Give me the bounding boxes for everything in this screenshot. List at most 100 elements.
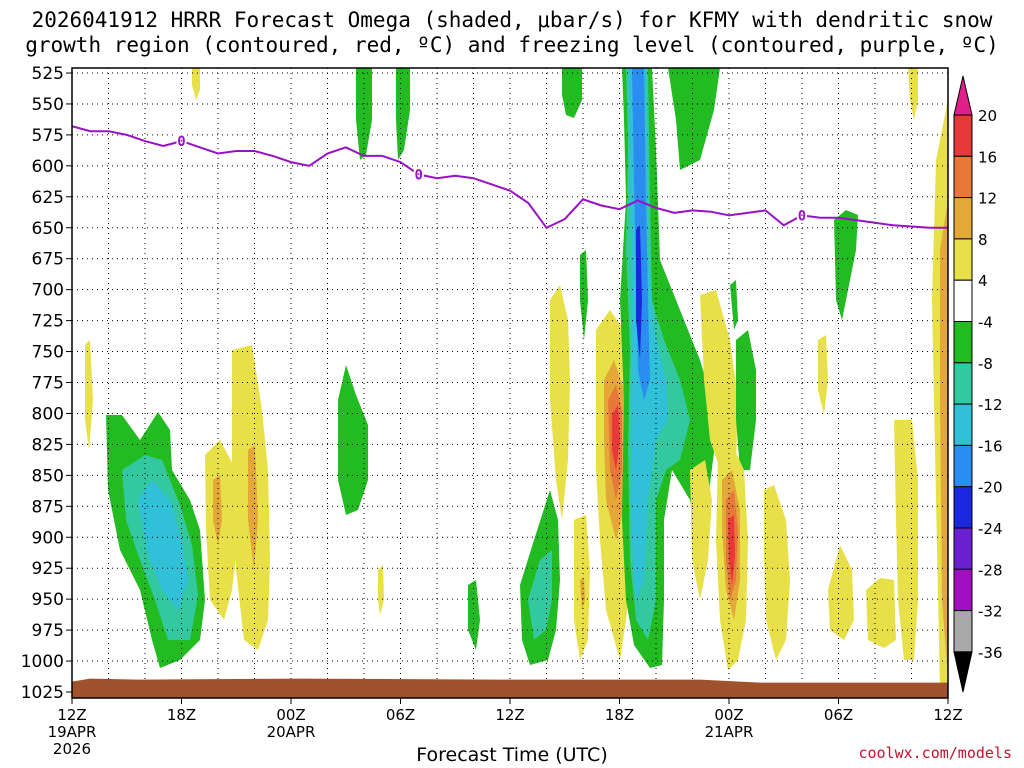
x-tick-label-6: 18Z [167,706,196,724]
colorbar-bottom-arrow [953,651,973,693]
y-tick-label-975: 975 [32,621,64,641]
omega-region-28 [632,68,650,400]
gridlines [71,68,949,698]
colorbar-band-10 [953,527,973,570]
omega-region-24 [612,405,620,470]
site-credit: coolwx.com/models [858,744,1012,762]
omega-region-39 [764,485,790,660]
colorbar-label-8: -16 [978,437,1003,455]
y-tick-label-675: 675 [32,250,64,270]
colorbar-label-6: -8 [978,355,993,373]
omega-region-31 [700,290,738,480]
x-tick-label-0: 12Z [57,706,86,724]
chart-title-line-2: growth region (contoured, red, ºC) and f… [25,33,999,57]
omega-region-3 [85,340,93,450]
colorbar-label-10: -24 [978,520,1003,538]
x-tick-label-24: 12Z [495,706,524,724]
omega-region-14 [528,550,552,640]
omega-region-41 [834,210,858,320]
colorbar-band-4 [953,279,973,323]
x-tick-date-12: 20APR [267,723,316,741]
y-tick-label-1000: 1000 [21,652,64,672]
y-tick-label-1025: 1025 [21,683,64,703]
freezing-label-bg-0 [176,133,187,149]
colorbar-band-7 [953,403,973,446]
colorbar-label-0: 20 [978,107,997,125]
omega-region-11 [396,68,410,160]
y-tick-label-550: 550 [32,95,64,115]
y-tick-label-625: 625 [32,188,64,208]
y-tick-label-750: 750 [32,343,64,363]
y-tick-label-900: 900 [32,528,64,548]
surface-ground [72,678,948,698]
omega-region-12 [378,565,384,615]
omega-region-45 [908,68,918,120]
x-tick-year-0: 2026 [53,740,91,758]
y-tick-label-650: 650 [32,219,64,239]
omega-region-38 [728,515,735,585]
y-tick-label-600: 600 [32,157,64,177]
colorbar-label-7: -12 [978,396,1003,414]
y-tick-label-875: 875 [32,497,64,517]
omega-region-9 [338,365,368,515]
x-axis-title: Forecast Time (UTC) [416,744,608,766]
colorbar: 20 16 12 8 4 -4 -8 -12 -16 -20 -24 -28 -32 -36 [953,75,1003,693]
colorbar-label-2: 12 [978,190,997,208]
freezing-label-bg-1 [413,166,424,182]
colorbar-band-2 [953,197,973,240]
y-tick-label-775: 775 [32,374,64,394]
omega-region-15 [468,580,480,650]
x-tick-date-36: 21APR [705,723,754,741]
freezing-level-contour: 0 0 0 [72,125,948,230]
colorbar-label-11: -28 [978,561,1003,579]
x-tick-label-18: 06Z [386,706,415,724]
omega-region-42 [828,545,854,640]
y-tick-label-700: 700 [32,281,64,301]
x-tick-label-36: 00Z [714,706,743,724]
colorbar-label-4: 4 [978,272,988,290]
y-tick-label-725: 725 [32,312,64,332]
omega-region-47 [940,200,948,680]
omega-region-43 [866,578,896,648]
omega-region-32 [690,460,712,600]
colorbar-band-5 [953,321,973,364]
freezing-level-label-2: 0 [798,208,806,224]
omega-region-44 [894,420,918,660]
x-tick-label-42: 06Z [824,706,853,724]
omega-region-30 [668,68,720,170]
surface-terrain [72,678,948,698]
freezing-level-label-0: 0 [177,134,185,150]
x-tick-date-0: 19APR [48,723,97,741]
y-tick-label-925: 925 [32,559,64,579]
colorbar-band-6 [953,362,973,405]
omega-region-40 [818,335,828,415]
colorbar-band-11 [953,568,973,612]
omega-region-17 [580,250,588,340]
omega-region-5 [213,475,222,545]
omega-region-33 [730,280,738,330]
x-tick-label-12: 00Z [276,706,305,724]
freezing-level-label-1: 0 [415,168,423,184]
y-tick-label-850: 850 [32,466,64,486]
chart-title-line-1: 2026041912 HRRR Forecast Omega (shaded, … [31,8,993,32]
omega-region-16 [550,285,570,520]
y-axis: 525 550 575 600 625 650 675 700 725 750 775 800 825 8… [21,64,72,703]
y-tick-label-950: 950 [32,590,64,610]
colorbar-band-0 [953,114,973,157]
freezing-level-line [72,125,948,230]
colorbar-label-3: 8 [978,231,988,249]
y-tick-label-825: 825 [32,435,64,455]
omega-region-18 [562,68,582,118]
omega-region-7 [248,445,258,570]
x-tick-label-48: 12Z [933,706,962,724]
colorbar-label-12: -32 [978,603,1003,621]
y-tick-label-575: 575 [32,126,64,146]
colorbar-label-5: -4 [978,314,993,332]
colorbar-label-1: 16 [978,148,997,166]
colorbar-band-8 [953,444,973,488]
omega-region-8 [192,68,200,100]
colorbar-band-1 [953,155,973,199]
y-tick-label-525: 525 [32,64,64,84]
